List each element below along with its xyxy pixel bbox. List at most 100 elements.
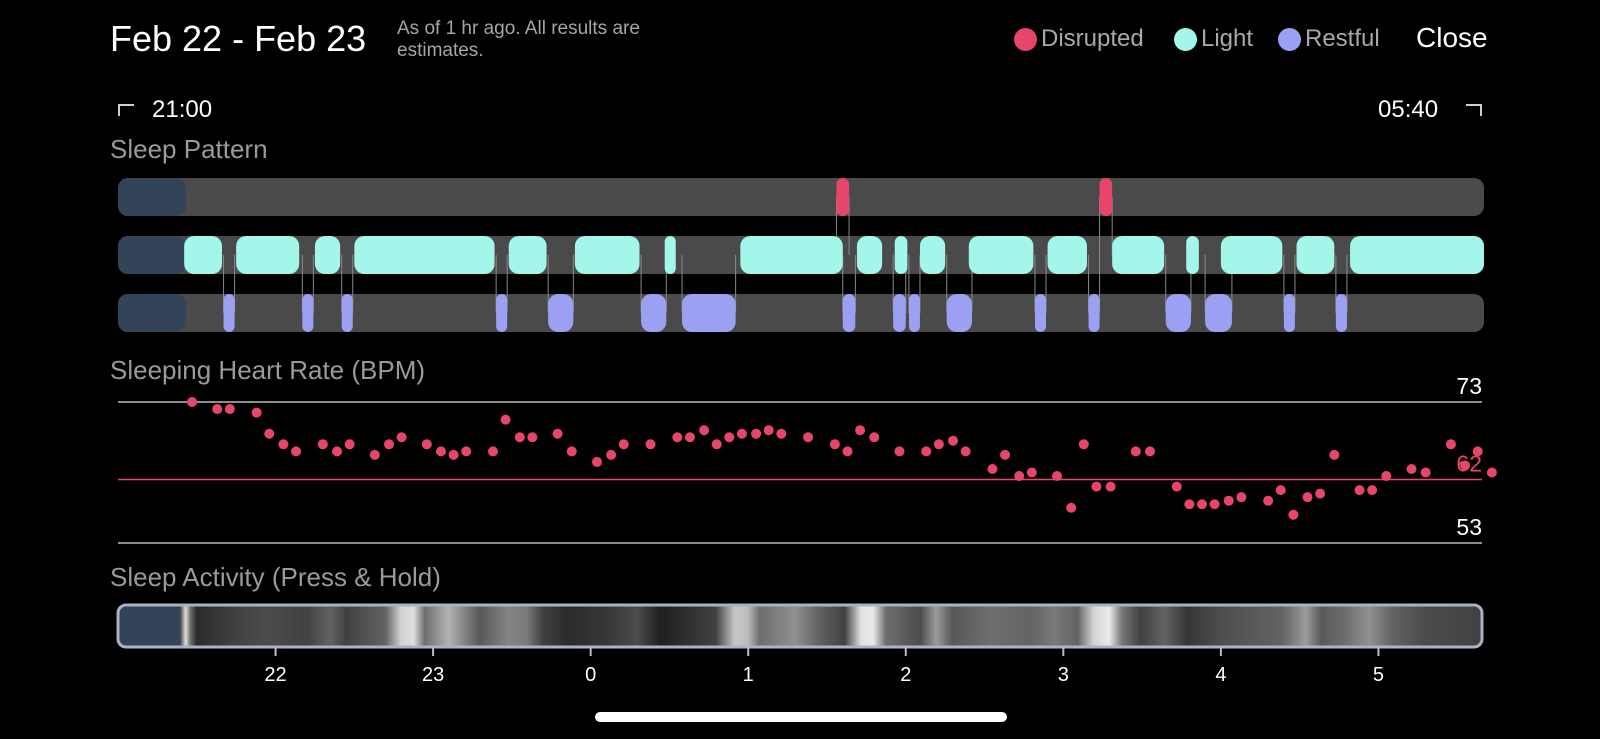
hr-point: [527, 432, 538, 443]
x-tick-label: 23: [421, 664, 445, 686]
hr-reference-label: 53: [1456, 514, 1482, 540]
range-end-bracket-icon: [1466, 104, 1482, 116]
hr-point: [435, 446, 446, 457]
segment-light: [1186, 236, 1199, 274]
sleep-pattern-title: Sleep Pattern: [110, 134, 268, 164]
hr-point: [1209, 499, 1220, 510]
estimate-note: As of 1 hr ago. All results are estimate…: [397, 18, 640, 61]
sleep-activity-chart[interactable]: [116, 603, 1484, 656]
heart-rate-title: Sleeping Heart Rate (BPM): [110, 355, 426, 385]
hr-point: [487, 446, 498, 457]
segment-restful: [946, 294, 972, 332]
hr-point: [1315, 488, 1326, 499]
x-tick-label: 4: [1215, 664, 1227, 686]
close-button[interactable]: Close: [1416, 22, 1488, 53]
hr-point: [1420, 467, 1431, 478]
pattern-track-start: [118, 294, 186, 332]
hr-point: [1329, 449, 1340, 460]
hr-point: [1354, 485, 1365, 496]
hr-point: [711, 439, 722, 450]
pattern-track-restful: [118, 294, 1484, 332]
hr-point: [566, 446, 577, 457]
segment-light: [236, 236, 300, 274]
segment-light: [894, 236, 908, 274]
hr-point: [842, 446, 853, 457]
hr-point: [960, 446, 971, 457]
segment-light: [968, 236, 1034, 274]
x-tick-label: 1: [742, 664, 754, 686]
hr-point: [724, 432, 735, 443]
legend-label: Disrupted: [1041, 25, 1144, 52]
x-tick-label: 0: [585, 664, 597, 686]
legend-label: Light: [1201, 25, 1254, 52]
hr-point: [591, 456, 602, 467]
heart-rate-chart: 736253: [118, 373, 1497, 544]
hr-point: [1460, 460, 1471, 471]
sleep-activity-title: Sleep Activity (Press & Hold): [110, 562, 441, 592]
segment-light: [1350, 236, 1484, 274]
hr-point: [514, 432, 525, 443]
x-tick-label: 3: [1057, 664, 1069, 686]
segment-light: [1220, 236, 1283, 274]
home-indicator[interactable]: [595, 712, 1007, 722]
hr-point: [344, 439, 355, 450]
hr-point: [1026, 467, 1037, 478]
hr-point: [869, 432, 880, 443]
segment-restful: [302, 294, 314, 332]
segment-light: [856, 236, 883, 274]
hr-point: [369, 449, 380, 460]
legend-dot-icon: [1174, 27, 1197, 51]
hr-point: [264, 428, 275, 439]
page-title: Feb 22 - Feb 23: [110, 18, 367, 59]
hr-point: [1196, 499, 1207, 510]
hr-point: [948, 435, 959, 446]
x-tick-label: 22: [264, 664, 287, 686]
legend-label: Restful: [1305, 25, 1380, 52]
segment-restful: [1205, 294, 1232, 332]
hr-point: [921, 446, 932, 457]
segment-restful: [496, 294, 508, 332]
segment-light: [314, 236, 341, 274]
range-end-time: 05:40: [1378, 96, 1439, 123]
hr-point: [224, 404, 235, 415]
hr-point: [1105, 481, 1116, 492]
hr-point: [448, 449, 459, 460]
hr-point: [552, 428, 563, 439]
hr-point: [1288, 509, 1299, 520]
hr-point: [383, 439, 394, 450]
segment-restful: [1165, 294, 1191, 332]
hr-point: [1486, 467, 1497, 478]
hr-point: [1223, 495, 1234, 506]
activity-strip: [118, 605, 1482, 647]
hr-point: [1236, 492, 1247, 503]
hr-point: [1144, 446, 1155, 457]
segment-light: [1112, 236, 1165, 274]
segment-disrupted: [836, 178, 850, 216]
segment-restful: [842, 294, 856, 332]
segment-restful: [908, 294, 920, 332]
hr-point: [291, 446, 302, 457]
hr-point: [763, 425, 774, 436]
hr-point: [803, 432, 814, 443]
legend-dot-icon: [1278, 27, 1301, 51]
hr-point: [1091, 481, 1102, 492]
hr-point: [1066, 502, 1077, 513]
pattern-track-start: [118, 236, 186, 274]
hr-point: [736, 428, 747, 439]
hr-point: [212, 404, 223, 415]
segment-light: [184, 236, 222, 274]
hr-point: [1014, 471, 1025, 482]
segment-light: [740, 236, 843, 274]
hr-point: [894, 446, 905, 457]
pattern-track-start: [118, 178, 186, 216]
hr-point: [1184, 499, 1195, 510]
hr-point: [396, 432, 407, 443]
hr-point: [1381, 471, 1392, 482]
hr-point: [1367, 485, 1378, 496]
legend-disrupted: Disrupted: [1014, 25, 1144, 53]
hr-point: [1275, 485, 1286, 496]
hr-point: [1302, 492, 1313, 503]
x-tick-label: 5: [1372, 664, 1384, 686]
hr-point: [1406, 463, 1417, 474]
hr-point: [855, 425, 866, 436]
